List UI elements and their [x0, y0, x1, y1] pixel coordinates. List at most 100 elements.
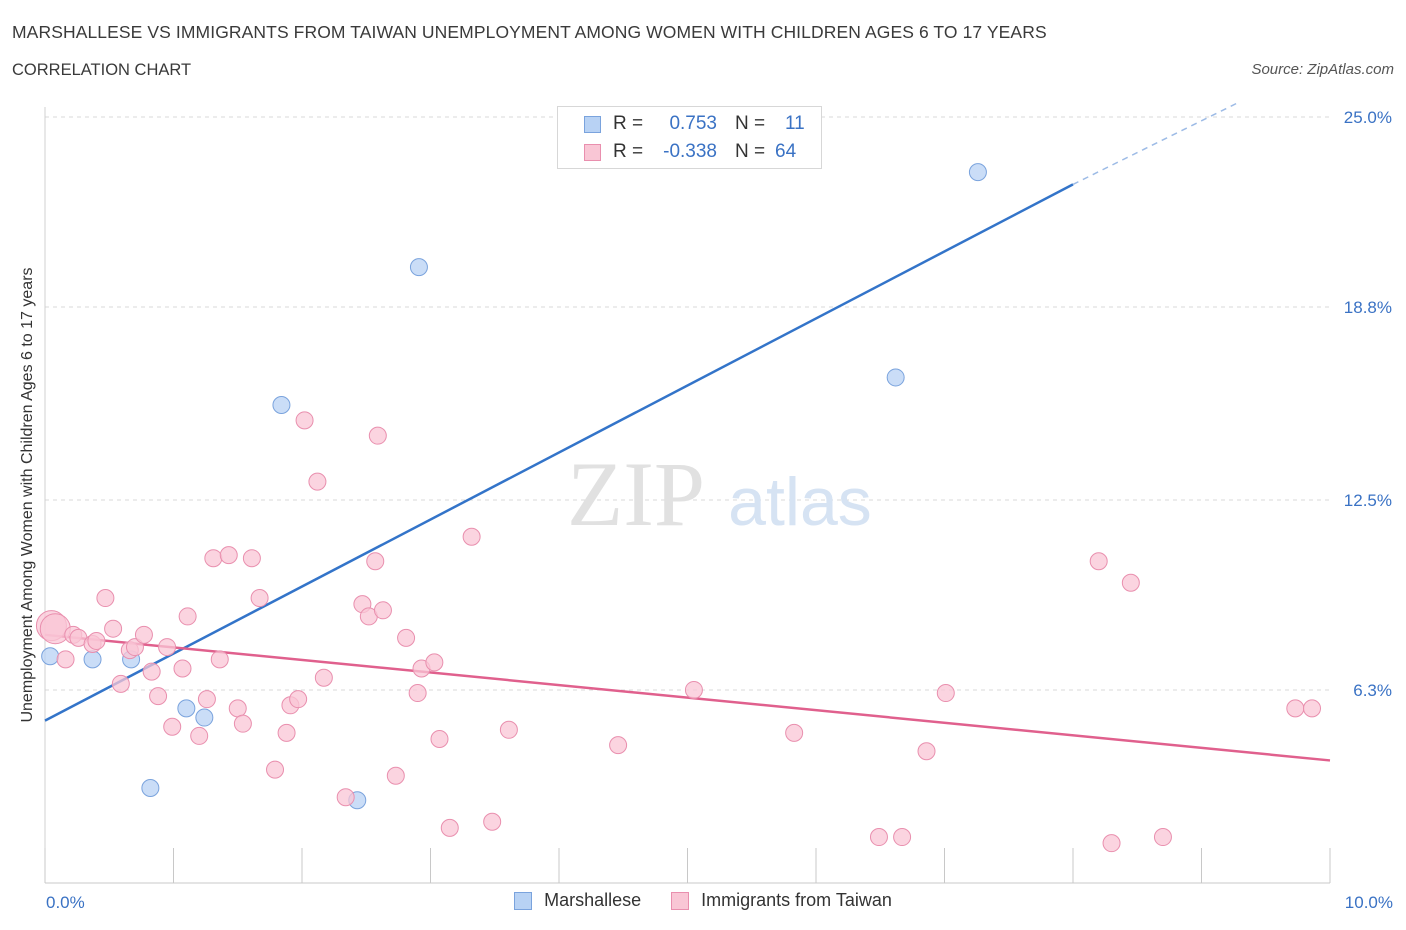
marshallese-trend-line — [44, 183, 1074, 722]
x-tick-label: 0.0% — [46, 893, 85, 912]
taiwan-point — [917, 742, 936, 761]
taiwan-point — [408, 684, 427, 703]
taiwan-point — [219, 546, 238, 565]
taiwan-point — [173, 659, 192, 678]
taiwan-point — [149, 687, 168, 706]
taiwan-legend-swatch — [671, 891, 690, 910]
marshallese-point — [177, 699, 196, 718]
marshallese-point — [968, 163, 987, 182]
taiwan-point — [430, 729, 449, 748]
taiwan-point — [125, 638, 144, 657]
taiwan-point — [277, 723, 296, 742]
stats-row-marshallese: R = 0.753 N = 11 — [584, 113, 805, 135]
tick-labels: 6.3% 12.5% 18.8% 25.0% 0.0% 10.0% — [46, 108, 1393, 912]
marshallese-swatch — [584, 115, 601, 133]
x-tick-label: 10.0% — [1345, 893, 1393, 912]
taiwan-point — [289, 690, 308, 709]
taiwan-point — [242, 549, 261, 568]
taiwan-point — [936, 684, 955, 703]
taiwan-point — [499, 720, 518, 739]
taiwan-point — [210, 650, 229, 669]
legend-item-marshallese[interactable]: Marshallese — [514, 890, 641, 911]
marshallese-point — [141, 779, 160, 798]
taiwan-point — [1286, 699, 1305, 718]
n-value: 64 — [775, 141, 797, 162]
taiwan-point — [373, 601, 392, 620]
r-value: -0.338 — [663, 141, 717, 162]
series-legend: Marshallese Immigrants from Taiwan — [0, 890, 1406, 911]
n-label: N = — [735, 141, 766, 162]
taiwan-point — [233, 714, 252, 733]
taiwan-point — [266, 760, 285, 779]
taiwan-point — [111, 674, 130, 693]
taiwan-point — [397, 628, 416, 647]
taiwan-trend-line — [44, 633, 1331, 762]
marshallese-point — [886, 368, 905, 387]
y-tick-label: 6.3% — [1353, 681, 1392, 700]
marshallese-trend-extension — [1072, 101, 1241, 186]
taiwan-point — [893, 828, 912, 847]
taiwan-point — [204, 549, 223, 568]
taiwan-point — [87, 631, 106, 650]
taiwan-point — [609, 736, 628, 755]
taiwan-point — [158, 638, 177, 657]
taiwan-swatch — [584, 143, 601, 161]
taiwan-point — [314, 668, 333, 687]
taiwan-point — [425, 653, 444, 672]
trend-lines — [44, 101, 1331, 762]
marshallese-point — [195, 708, 214, 727]
taiwan-point — [336, 788, 355, 807]
source-credit: Source: ZipAtlas.com — [1251, 61, 1394, 78]
taiwan-point — [163, 717, 182, 736]
y-tick-label: 12.5% — [1344, 491, 1392, 510]
watermark-atlas: atlas — [728, 464, 872, 540]
taiwan-point — [178, 607, 197, 626]
n-value: 11 — [785, 113, 805, 134]
taiwan-point — [228, 699, 247, 718]
stats-legend: R = 0.753 N = 11 R = -0.338 N = 64 — [557, 106, 822, 169]
taiwan-point — [1089, 552, 1108, 571]
stats-row-taiwan: R = -0.338 N = 64 — [584, 141, 796, 163]
taiwan-point — [1102, 834, 1121, 853]
taiwan-point — [308, 472, 327, 491]
legend-label-taiwan: Immigrants from Taiwan — [701, 890, 892, 910]
marshallese-point — [41, 647, 60, 666]
r-label: R = — [613, 113, 644, 134]
marshallese-point — [83, 650, 102, 669]
taiwan-point — [56, 650, 75, 669]
taiwan-point — [104, 619, 123, 638]
taiwan-point — [1121, 573, 1140, 592]
taiwan-point — [483, 812, 502, 831]
r-value: 0.753 — [669, 113, 717, 134]
y-tick-label: 18.8% — [1344, 298, 1392, 317]
n-label: N = — [735, 113, 766, 134]
legend-item-taiwan[interactable]: Immigrants from Taiwan — [671, 890, 892, 911]
watermark-zip: ZIP — [567, 443, 705, 545]
taiwan-point — [190, 726, 209, 745]
marshallese-point — [272, 396, 291, 415]
taiwan-point — [295, 411, 314, 430]
taiwan-point — [440, 818, 459, 837]
legend-label-marshallese: Marshallese — [544, 890, 642, 910]
taiwan-point — [386, 766, 405, 785]
taiwan-point — [869, 828, 888, 847]
taiwan-point — [366, 552, 385, 571]
axes — [44, 107, 1331, 884]
taiwan-point — [250, 589, 269, 608]
taiwan-point — [462, 527, 481, 546]
chart-subtitle: CORRELATION CHART — [12, 61, 192, 79]
gridlines — [45, 116, 1330, 691]
taiwan-point — [134, 625, 153, 644]
taiwan-point — [368, 426, 387, 445]
marshallese-legend-swatch — [514, 891, 533, 910]
data-points — [35, 163, 1322, 853]
taiwan-point — [1153, 828, 1172, 847]
taiwan-point — [197, 690, 216, 709]
marshallese-point — [409, 258, 428, 277]
r-label: R = — [613, 141, 644, 162]
taiwan-point — [1303, 699, 1322, 718]
y-tick-label: 25.0% — [1344, 108, 1392, 127]
chart-title: MARSHALLESE VS IMMIGRANTS FROM TAIWAN UN… — [12, 22, 1047, 42]
taiwan-point — [785, 723, 804, 742]
